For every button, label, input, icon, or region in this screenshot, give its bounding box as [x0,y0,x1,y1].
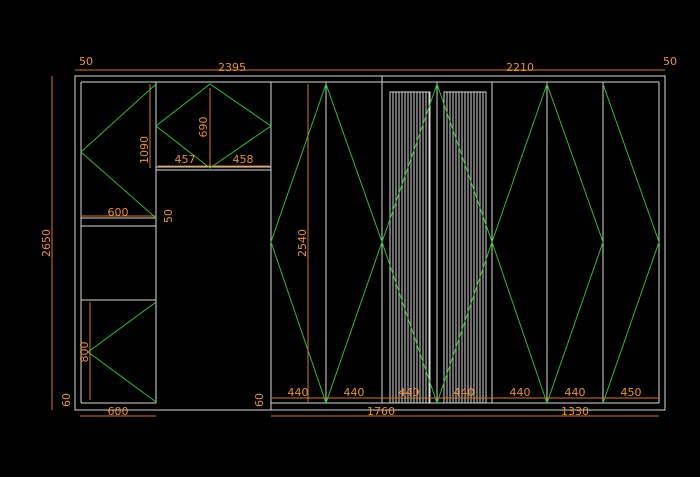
dim-label: 50 [79,55,93,68]
dim-label: 2210 [506,61,534,74]
dim-label: 1330 [561,405,589,418]
door-diagonals [80,82,660,405]
dimension-lines [51,69,665,417]
dim-label: 600 [108,206,129,219]
dim-label: 450 [621,386,642,399]
dim-label: 440 [399,386,420,399]
dim-label: 60 [60,393,73,407]
dim-label: 457 [175,153,196,166]
dim-label: 440 [510,386,531,399]
dim-label: 50 [162,209,175,223]
dim-label: 1090 [138,136,151,164]
dim-label: 1760 [367,405,395,418]
dim-label: 440 [565,386,586,399]
dim-label: 440 [288,386,309,399]
dim-label: 2395 [218,61,246,74]
dim-label: 690 [197,117,210,138]
dim-label: 50 [663,55,677,68]
dimension-labels: 50 2395 2210 50 2650 1090 690 457 458 60… [40,55,677,418]
dim-label: 440 [344,386,365,399]
dim-label: 440 [454,386,475,399]
dim-label: 458 [233,153,254,166]
dim-label: 800 [78,342,91,363]
dim-label: 2540 [296,229,309,257]
dim-label: 2650 [40,229,53,257]
dim-label: 60 [253,393,266,407]
slatted-panels [392,92,484,403]
dim-label: 600 [108,405,129,418]
